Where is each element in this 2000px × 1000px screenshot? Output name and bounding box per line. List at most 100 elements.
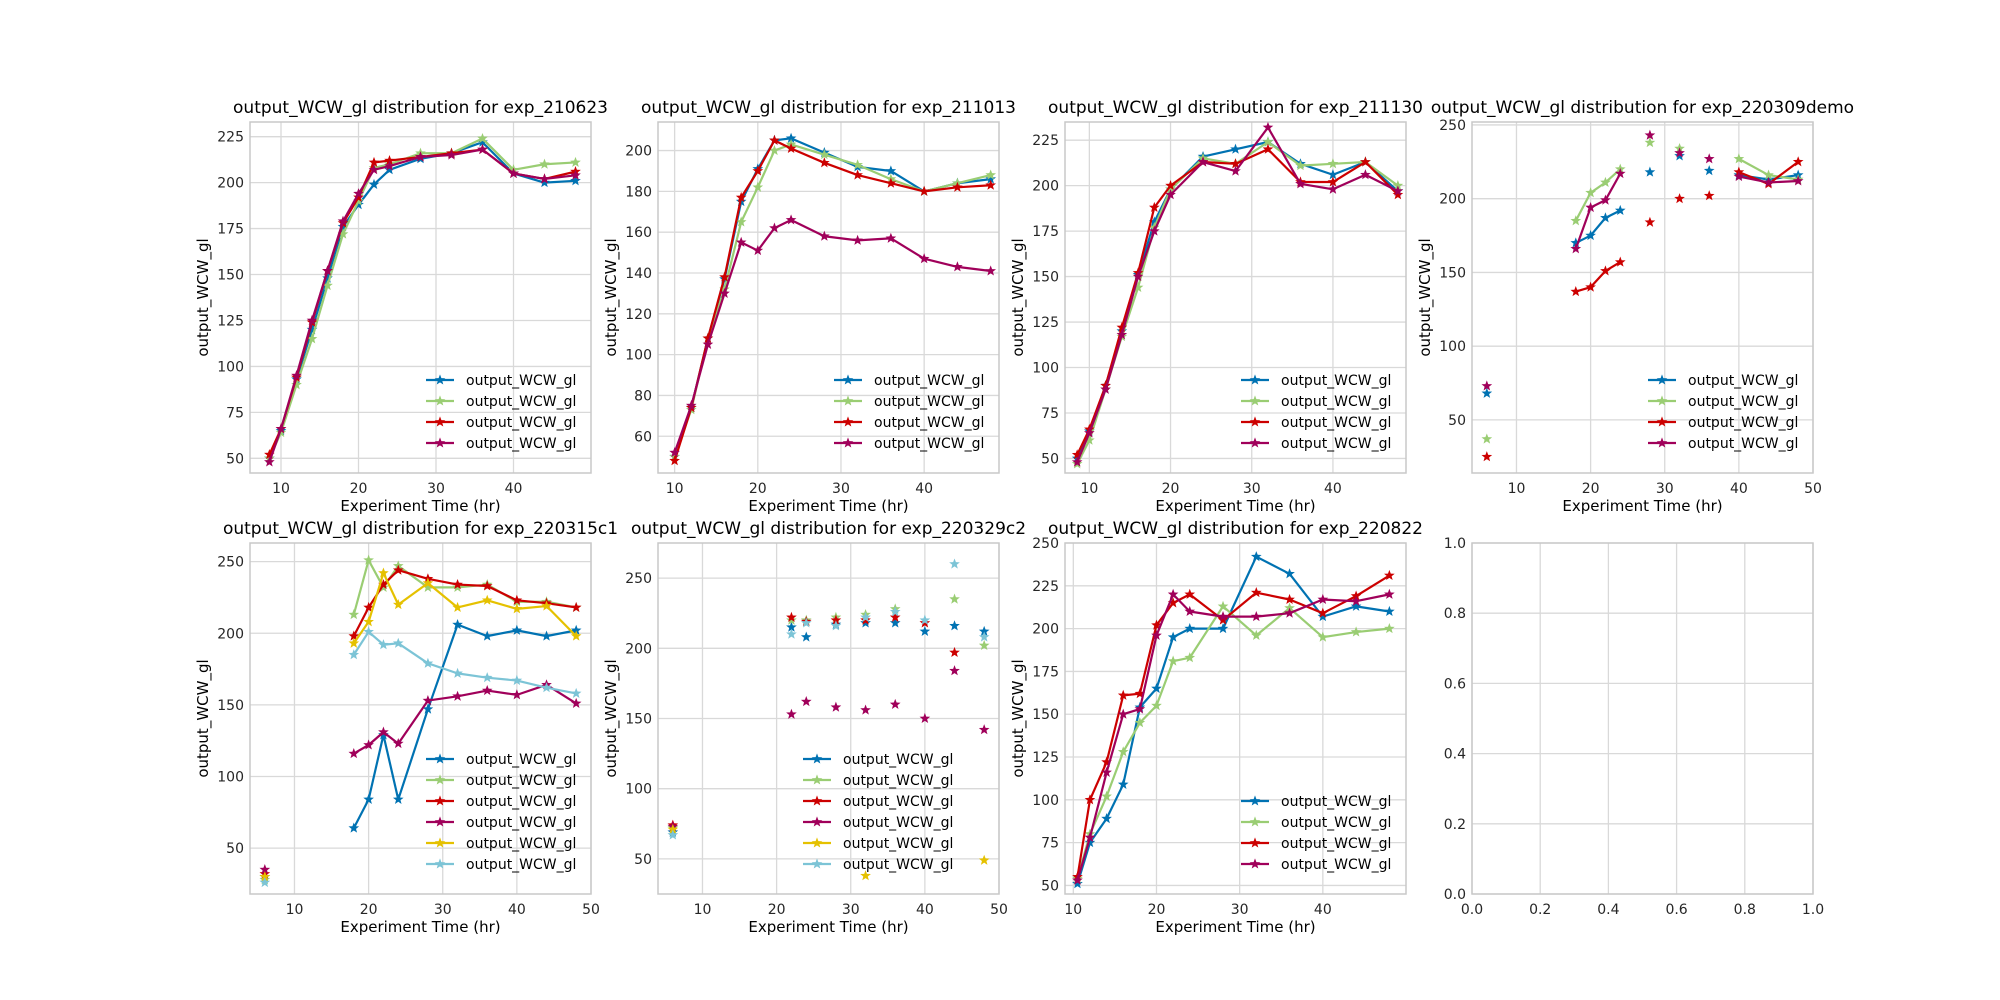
series-line-segment: [1234, 141, 1269, 165]
y-tick-label: 75: [226, 405, 244, 421]
legend-marker: [811, 774, 823, 785]
series-line-segment: [924, 186, 958, 193]
legend-label: output_WCW_gl: [874, 373, 984, 389]
legend-label: output_WCW_gl: [874, 415, 984, 431]
data-point: [511, 689, 523, 700]
series-line-segment: [516, 604, 547, 610]
series-line-segment: [1105, 713, 1125, 773]
data-point: [1360, 169, 1371, 180]
data-point: [1250, 587, 1262, 598]
y-axis-label: output_WCW_gl: [194, 659, 213, 777]
series-line-segment: [451, 137, 483, 155]
subplot-5: 10 20 30 40 50 50 100 150 200 250 output_WCW_gl di…: [194, 519, 618, 936]
legend-label: output_WCW_gl: [874, 394, 984, 410]
x-tick-label: 50: [990, 902, 1008, 918]
series-3: [1071, 143, 1404, 460]
data-point: [1072, 878, 1083, 889]
x-tick-label: 30: [1243, 481, 1261, 497]
data-point: [1295, 160, 1306, 171]
data-point: [1703, 190, 1715, 201]
x-axis-label: Experiment Time (hr): [748, 497, 908, 515]
data-point: [1165, 183, 1176, 194]
data-point: [511, 603, 523, 614]
legend-marker: [434, 437, 446, 448]
data-point: [885, 232, 897, 243]
data-point: [378, 639, 389, 650]
legend-marker: [811, 837, 823, 848]
legend-marker: [842, 437, 854, 448]
data-point: [889, 611, 901, 622]
series-line-segment: [546, 602, 577, 609]
data-point: [1184, 588, 1196, 599]
legend-label: output_WCW_gl: [843, 794, 953, 810]
series-line-segment: [1256, 591, 1290, 601]
series-line-segment: [1122, 707, 1141, 785]
series-line-segment: [516, 679, 547, 689]
series-line-segment: [326, 220, 345, 272]
data-point: [1327, 176, 1339, 187]
data-point: [1262, 136, 1274, 147]
legend-label: output_WCW_gl: [466, 794, 576, 810]
data-point: [1284, 568, 1295, 579]
y-tick-label: 200: [1032, 622, 1059, 638]
legend-label: output_WCW_gl: [1281, 794, 1391, 810]
data-point: [1733, 170, 1745, 182]
data-point: [392, 737, 404, 749]
subplot-title: output_WCW_gl distribution for exp_22031…: [223, 519, 618, 539]
y-tick-label: 125: [1032, 315, 1059, 331]
data-point: [669, 446, 680, 458]
data-point: [1167, 631, 1179, 642]
series-line-segment: [1322, 605, 1357, 618]
legend-label: output_WCW_gl: [1688, 415, 1798, 431]
x-tick-label: 0.8: [1734, 902, 1756, 918]
series-line-segment: [1088, 772, 1108, 838]
data-point: [1614, 204, 1626, 216]
data-point: [830, 614, 842, 625]
y-tick-label: 100: [1032, 361, 1059, 377]
data-point: [481, 630, 493, 641]
series-4: [669, 214, 997, 458]
data-point: [1674, 147, 1685, 158]
series-line-segment: [457, 599, 488, 609]
data-point: [819, 157, 830, 168]
x-tick-label: 50: [582, 902, 600, 918]
y-tick-label: 100: [625, 782, 652, 798]
series-line-segment: [1138, 635, 1158, 710]
y-tick-label: 200: [1032, 179, 1059, 195]
series-4: [1072, 588, 1395, 885]
data-point: [800, 631, 812, 642]
data-point: [1481, 380, 1493, 391]
data-point: [539, 158, 550, 169]
series-3: [259, 564, 582, 879]
x-tick-label: 20: [360, 902, 378, 918]
data-point: [322, 265, 333, 276]
data-point: [1167, 588, 1179, 599]
y-tick-label: 200: [1439, 192, 1466, 208]
y-tick-label: 120: [625, 307, 652, 323]
data-point: [735, 236, 747, 247]
data-point: [1350, 600, 1362, 611]
data-point: [1250, 611, 1262, 622]
plot-frame: [1471, 121, 1814, 474]
series-line-segment: [1153, 188, 1172, 228]
data-point: [1570, 243, 1582, 254]
legend-marker: [1249, 437, 1261, 448]
data-point: [392, 564, 404, 575]
series-line-segment: [397, 582, 429, 606]
data-point: [570, 175, 581, 186]
y-tick-label: 250: [217, 555, 244, 571]
data-point: [570, 601, 582, 612]
series-line-segment: [1322, 595, 1357, 615]
data-point: [1350, 626, 1362, 637]
y-tick-label: 250: [1439, 118, 1466, 134]
series-line-segment: [1105, 751, 1125, 797]
x-axis-label: Experiment Time (hr): [1155, 918, 1315, 936]
data-point: [322, 279, 333, 291]
series-line-segment: [790, 143, 825, 156]
y-tick-label: 250: [1032, 536, 1059, 552]
data-point: [1644, 129, 1656, 140]
data-point: [384, 164, 395, 175]
data-point: [511, 674, 523, 686]
x-tick-label: 20: [1582, 481, 1600, 497]
y-tick-label: 100: [1439, 339, 1466, 355]
